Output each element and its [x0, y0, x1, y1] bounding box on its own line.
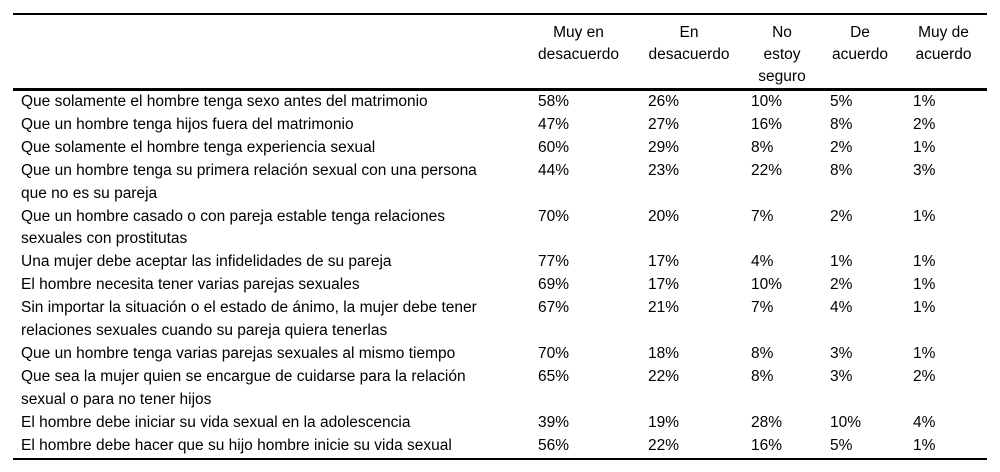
cell-value: 2% [913, 367, 936, 385]
table-row: El hombre necesita tener varias parejas … [13, 274, 987, 297]
row-label: Que un hombre tenga hijos fuera del matr… [21, 115, 354, 133]
table-row: Que solamente el hombre tenga experienci… [13, 137, 987, 160]
cell-value: 2% [830, 276, 853, 294]
cell-value: 60% [538, 138, 570, 156]
header-cell-empty [13, 14, 523, 91]
cell-value: 69% [538, 276, 570, 294]
cell-value: 1% [913, 253, 936, 271]
row-label: Que sea la mujer quien se encargue de cu… [21, 367, 466, 408]
cell-value: 3% [830, 344, 853, 362]
cell-value: 27% [648, 115, 680, 133]
cell-value: 47% [538, 115, 570, 133]
cell-value: 16% [751, 436, 783, 454]
cell-value: 1% [913, 276, 936, 294]
header-cell-muy-de-acuerdo: Muy de acuerdo [900, 14, 987, 91]
cell-value: 4% [830, 299, 853, 317]
cell-value: 77% [538, 253, 570, 271]
cell-value: 5% [830, 93, 853, 110]
cell-value: 8% [751, 367, 774, 385]
table-row: Que un hombre tenga su primera relación … [13, 160, 987, 206]
survey-results-table: Muy en desacuerdo En desacuerdo No estoy… [13, 13, 987, 460]
cell-value: 8% [830, 161, 853, 179]
cell-value: 70% [538, 344, 570, 362]
cell-value: 22% [648, 436, 680, 454]
cell-value: 22% [648, 367, 680, 385]
row-label: Sin importar la situación o el estado de… [21, 299, 477, 340]
cell-value: 20% [648, 207, 680, 225]
header-cell-no-estoy-seguro: No estoy seguro [744, 14, 820, 91]
cell-value: 1% [913, 299, 936, 317]
cell-value: 44% [538, 161, 570, 179]
cell-value: 28% [751, 413, 783, 431]
cell-value: 22% [751, 161, 783, 179]
cell-value: 8% [830, 115, 853, 133]
cell-value: 7% [751, 299, 774, 317]
cell-value: 2% [830, 207, 853, 225]
table-row: Una mujer debe aceptar las infidelidades… [13, 251, 987, 274]
header-cell-muy-en-desacuerdo: Muy en desacuerdo [523, 14, 634, 91]
cell-value: 39% [538, 413, 570, 431]
table-body: Que solamente el hombre tenga sexo antes… [13, 90, 987, 459]
cell-value: 5% [830, 436, 853, 454]
cell-value: 7% [751, 207, 774, 225]
table-row: El hombre debe hacer que su hijo hombre … [13, 435, 987, 459]
table-row: Sin importar la situación o el estado de… [13, 297, 987, 343]
cell-value: 1% [913, 436, 936, 454]
cell-value: 70% [538, 207, 570, 225]
table-row: Que solamente el hombre tenga sexo antes… [13, 90, 987, 114]
cell-value: 10% [830, 413, 862, 431]
cell-value: 10% [751, 93, 783, 110]
cell-value: 29% [648, 138, 680, 156]
cell-value: 17% [648, 253, 680, 271]
header-row: Muy en desacuerdo En desacuerdo No estoy… [13, 14, 987, 91]
cell-value: 1% [913, 138, 936, 156]
row-label: Que un hombre tenga varias parejas sexua… [21, 344, 456, 362]
row-label: El hombre necesita tener varias parejas … [21, 276, 360, 294]
table-row: Que un hombre tenga varias parejas sexua… [13, 343, 987, 366]
table-row: Que un hombre tenga hijos fuera del matr… [13, 114, 987, 137]
row-label: El hombre debe iniciar su vida sexual en… [21, 413, 411, 431]
cell-value: 18% [648, 344, 680, 362]
header-cell-en-desacuerdo: En desacuerdo [634, 14, 744, 91]
cell-value: 21% [648, 299, 680, 317]
table-row: El hombre debe iniciar su vida sexual en… [13, 412, 987, 435]
table-row: Que un hombre casado o con pareja establ… [13, 206, 987, 252]
row-label: Una mujer debe aceptar las infidelidades… [21, 253, 392, 271]
row-label: Que un hombre casado o con pareja establ… [21, 207, 445, 248]
cell-value: 3% [913, 161, 936, 179]
cell-value: 3% [830, 367, 853, 385]
cell-value: 67% [538, 299, 570, 317]
table-row: Que sea la mujer quien se encargue de cu… [13, 366, 987, 412]
cell-value: 1% [830, 253, 853, 271]
cell-value: 58% [538, 93, 570, 110]
row-label: Que solamente el hombre tenga experienci… [21, 138, 376, 156]
cell-value: 23% [648, 161, 680, 179]
cell-value: 10% [751, 276, 783, 294]
cell-value: 8% [751, 138, 774, 156]
cell-value: 17% [648, 276, 680, 294]
row-label: El hombre debe hacer que su hijo hombre … [21, 436, 452, 454]
cell-value: 26% [648, 93, 680, 110]
cell-value: 8% [751, 344, 774, 362]
cell-value: 19% [648, 413, 680, 431]
header-cell-de-acuerdo: De acuerdo [820, 14, 900, 91]
cell-value: 2% [830, 138, 853, 156]
cell-value: 16% [751, 115, 783, 133]
cell-value: 4% [751, 253, 774, 271]
row-label: Que solamente el hombre tenga sexo antes… [21, 93, 428, 110]
cell-value: 56% [538, 436, 570, 454]
cell-value: 1% [913, 93, 936, 110]
cell-value: 2% [913, 115, 936, 133]
cell-value: 1% [913, 344, 936, 362]
survey-results-table-container: Muy en desacuerdo En desacuerdo No estoy… [13, 13, 987, 460]
cell-value: 1% [913, 207, 936, 225]
cell-value: 4% [913, 413, 936, 431]
cell-value: 65% [538, 367, 570, 385]
row-label: Que un hombre tenga su primera relación … [21, 161, 477, 202]
